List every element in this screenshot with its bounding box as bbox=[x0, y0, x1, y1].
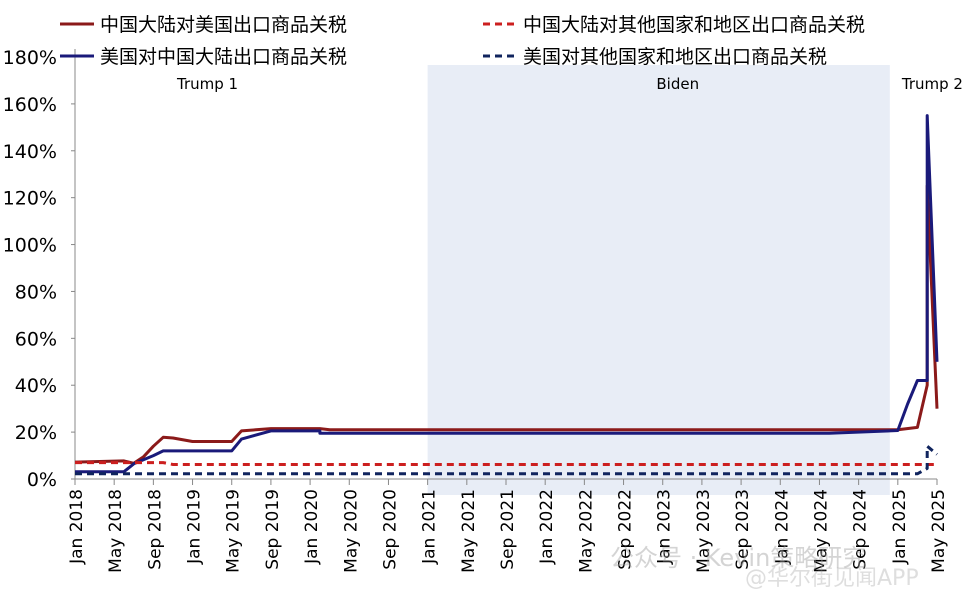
x-tick-label: May 2025 bbox=[929, 489, 949, 573]
x-tick-label: Sep 2023 bbox=[733, 489, 753, 570]
x-tick-label: Jan 2025 bbox=[890, 489, 910, 565]
y-tick-label: 120% bbox=[3, 188, 57, 210]
y-tick-label: 180% bbox=[3, 47, 57, 69]
y-tick-label: 160% bbox=[3, 94, 57, 116]
x-tick-label: Sep 2021 bbox=[498, 489, 518, 570]
y-tick-label: 20% bbox=[15, 422, 57, 444]
series-line bbox=[75, 114, 939, 474]
period-label: Trump 2 bbox=[901, 75, 963, 93]
x-tick-label: Sep 2024 bbox=[851, 489, 871, 570]
x-tick-label: Jan 2024 bbox=[772, 489, 792, 565]
watermark-text: 公众号 · Kevin策略研究 bbox=[610, 544, 867, 572]
x-tick-label: Jan 2018 bbox=[67, 489, 87, 565]
x-tick-label: Sep 2019 bbox=[263, 489, 283, 570]
legend-label: 中国大陆对其他国家和地区出口商品关税 bbox=[523, 14, 865, 36]
legend-label: 美国对中国大陆出口商品关税 bbox=[100, 46, 347, 68]
period-labels: Trump 1 Biden Trump 2 bbox=[176, 75, 963, 93]
x-tick-label: May 2023 bbox=[694, 489, 714, 573]
y-tick-label: 140% bbox=[3, 141, 57, 163]
period-label: Trump 1 bbox=[176, 75, 238, 93]
x-tick-label: Jan 2023 bbox=[655, 489, 675, 565]
x-tick-label: Jan 2020 bbox=[302, 489, 322, 565]
y-tick-label: 60% bbox=[15, 328, 57, 350]
period-label: Biden bbox=[656, 75, 699, 93]
x-tick-label: Jan 2019 bbox=[185, 489, 205, 565]
watermark-text-2: @华尔街见闻APP bbox=[745, 566, 919, 591]
x-tick-label: May 2021 bbox=[459, 489, 479, 573]
y-tick-label: 80% bbox=[15, 281, 57, 303]
x-tick-label: May 2024 bbox=[811, 489, 831, 573]
x-tick-label: Sep 2018 bbox=[145, 489, 165, 570]
legend: 中国大陆对美国出口商品关税 中国大陆对其他国家和地区出口商品关税美国对中国大陆出口… bbox=[60, 14, 865, 68]
x-tick-label: May 2019 bbox=[224, 489, 244, 573]
legend-label: 中国大陆对美国出口商品关税 bbox=[100, 14, 347, 36]
y-tick-label: 100% bbox=[3, 235, 57, 257]
x-tick-label: May 2018 bbox=[106, 489, 126, 573]
x-tick-label: Jan 2021 bbox=[420, 489, 440, 565]
y-tick-label: 0% bbox=[27, 469, 57, 491]
series-line bbox=[75, 461, 937, 466]
legend-label: 美国对其他国家和地区出口商品关税 bbox=[523, 46, 827, 68]
series-line bbox=[75, 444, 938, 476]
x-tick-label: Sep 2022 bbox=[616, 489, 636, 570]
y-tick-label: 40% bbox=[15, 375, 57, 397]
series-lines bbox=[74, 114, 939, 476]
x-tick-label: May 2022 bbox=[576, 489, 596, 573]
axes: 0% 20% 40% 60% 80% 100% 120% 140% 160% 180% Jan 20… bbox=[3, 47, 949, 573]
biden-shaded-period bbox=[427, 65, 890, 495]
shaded-region bbox=[427, 65, 890, 495]
x-tick-label: May 2020 bbox=[341, 489, 361, 573]
x-tick-label: Jan 2022 bbox=[537, 489, 557, 565]
x-tick-label: Sep 2020 bbox=[380, 489, 400, 570]
